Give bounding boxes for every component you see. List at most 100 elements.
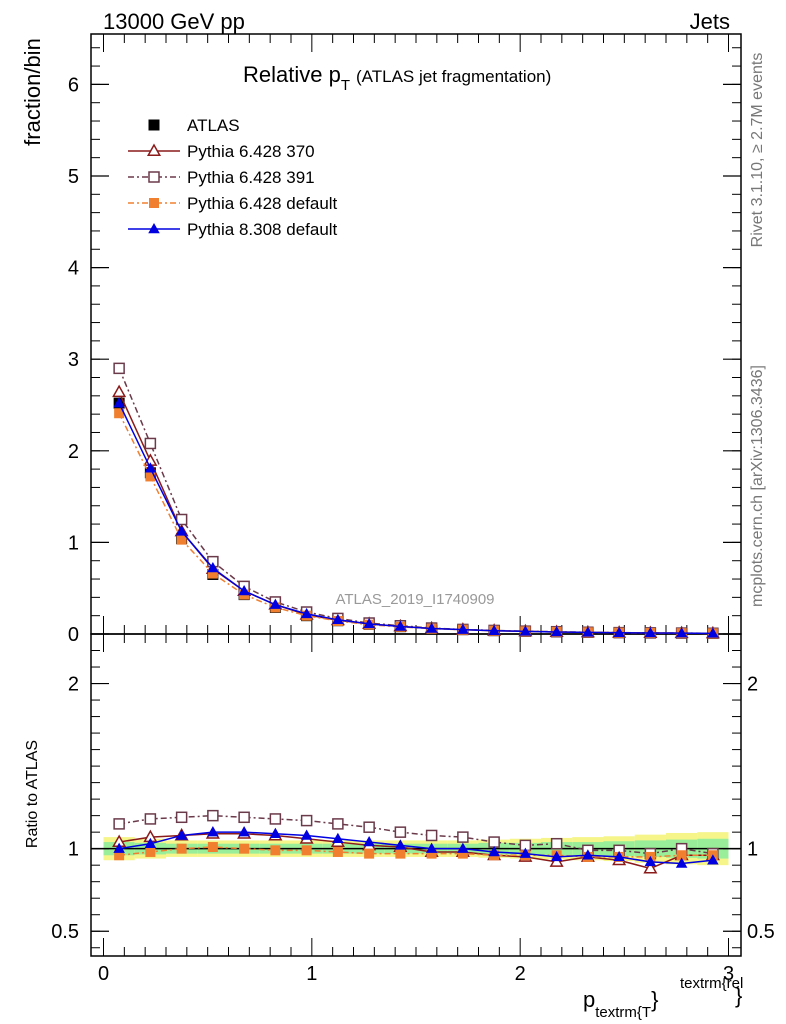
x-tick-label: 1 (306, 963, 317, 985)
data-point (363, 836, 375, 847)
x-axis-title-sub: textrm{T (595, 1004, 651, 1021)
data-point (207, 809, 219, 822)
data-point (582, 626, 594, 637)
data-point (550, 850, 563, 862)
bottom-series-line (119, 833, 713, 870)
data-point (488, 836, 500, 848)
axes: 0 1 2 3 4 5 6 0.5 0.5 1 1 2 2 0 1 2 3 (51, 33, 775, 985)
data-point (114, 408, 125, 419)
x-axis-title: ptextrm{T} textrm{rel } (583, 975, 743, 1021)
data-point (550, 625, 563, 637)
data-point (644, 626, 657, 638)
data-point (113, 397, 125, 408)
data-point (457, 848, 468, 859)
header-right: Jets (690, 9, 730, 34)
title-sub: T (341, 77, 350, 94)
data-point (113, 818, 125, 830)
data-point (238, 826, 250, 837)
data-point (332, 832, 344, 844)
x-axis-title-close-2: } (735, 983, 742, 1008)
data-point (207, 842, 218, 853)
data-point (300, 829, 313, 840)
data-point (676, 850, 687, 861)
data-point (144, 462, 157, 473)
data-point (332, 818, 344, 830)
y-tick-label-top: 5 (68, 166, 79, 188)
x-tick-label: 3 (723, 963, 734, 985)
data-point (457, 831, 469, 843)
data-point (332, 846, 343, 857)
data-point (332, 613, 344, 625)
legend-label: Pythia 6.428 370 (187, 142, 315, 161)
data-point (175, 513, 188, 526)
data-point (394, 620, 407, 631)
x-tick-label: 0 (98, 963, 109, 985)
data-point (146, 143, 162, 156)
x-tick-label: 2 (515, 963, 526, 985)
y-tick-label-top: 4 (68, 258, 79, 280)
data-point (457, 842, 469, 853)
svg-text:Relative pT(ATLAS jet fragment: Relative pT (ATLAS jet fragmentation) (243, 62, 551, 94)
top-series-4 (113, 397, 719, 638)
x-axis-title-close-1: } (651, 987, 658, 1012)
data-point (519, 625, 532, 636)
data-point (613, 626, 625, 637)
data-point (238, 811, 250, 824)
title-rest: (ATLAS jet fragmentation) (356, 67, 551, 86)
data-point (144, 837, 157, 848)
data-point (364, 848, 375, 859)
x-axis-title-sup: textrm{rel (680, 975, 743, 992)
data-point (239, 843, 250, 854)
data-point (644, 855, 657, 867)
data-point (145, 471, 156, 482)
y-tick-label-bottom-left: 1 (68, 839, 79, 861)
header-left: 13000 GeV pp (103, 9, 245, 34)
y-axis-label-top: fraction/bin (20, 38, 45, 146)
data-point (176, 843, 187, 854)
svg-text:ptextrm{T}: ptextrm{T} (583, 987, 658, 1021)
data-point (425, 829, 438, 842)
series-layer (112, 362, 720, 874)
data-point (238, 584, 250, 596)
data-point (582, 849, 594, 860)
data-point (425, 622, 438, 633)
rivet-label: Rivet 3.1.10, ≥ 2.7M events (749, 53, 766, 248)
legend-label: Pythia 6.428 default (187, 194, 338, 213)
data-point (457, 623, 469, 634)
y-tick-label-top: 3 (68, 349, 79, 371)
y-tick-label-top: 6 (68, 74, 79, 96)
data-point (269, 827, 282, 839)
data-point (207, 562, 219, 573)
data-point (112, 384, 127, 398)
data-point (363, 617, 375, 629)
data-point (300, 814, 313, 827)
data-point (175, 525, 188, 536)
data-point (613, 850, 625, 862)
data-point (675, 627, 688, 638)
y-tick-label-bottom-left: 2 (68, 674, 79, 696)
legend-label: Pythia 6.428 391 (187, 168, 315, 187)
data-point (113, 362, 125, 375)
data-point (300, 607, 313, 619)
legend-label: ATLAS (187, 116, 240, 135)
data-point (148, 171, 160, 183)
data-point (425, 842, 438, 853)
data-point (550, 837, 563, 850)
data-point (145, 846, 156, 857)
data-point (148, 119, 160, 131)
data-point (175, 829, 188, 840)
data-point (149, 198, 159, 208)
data-point (175, 811, 188, 824)
data-point (643, 860, 658, 874)
data-point (207, 568, 218, 579)
data-point (707, 627, 719, 638)
watermark: ATLAS_2019_I1740909 (335, 591, 494, 608)
y-tick-label-top: 1 (68, 532, 79, 554)
mcplots-label: mcplots.cern.ch [arXiv:1306.3436] (749, 365, 766, 607)
data-point (394, 839, 407, 850)
data-point (270, 845, 281, 856)
y-tick-label-top: 0 (68, 624, 79, 646)
y-axis-label-bottom: Ratio to ATLAS (24, 740, 41, 848)
title-main: Relative p (243, 62, 341, 87)
